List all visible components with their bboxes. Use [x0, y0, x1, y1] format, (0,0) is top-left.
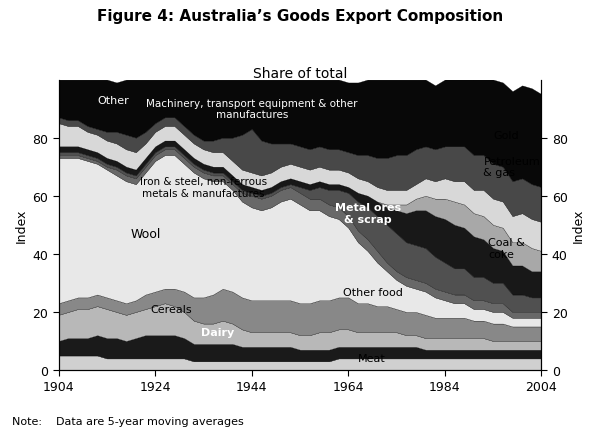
- Text: Petroleum
& gas: Petroleum & gas: [484, 157, 540, 178]
- Text: Meat: Meat: [358, 353, 386, 364]
- Text: Metal ores
& scrap: Metal ores & scrap: [335, 203, 401, 224]
- Text: Coal &
coke: Coal & coke: [488, 238, 525, 259]
- Text: Other food: Other food: [343, 287, 403, 297]
- Y-axis label: Index: Index: [15, 208, 28, 243]
- Text: Machinery, transport equipment & other
manufactures: Machinery, transport equipment & other m…: [146, 98, 358, 120]
- Text: Dairy: Dairy: [201, 328, 235, 338]
- Title: Share of total: Share of total: [253, 66, 347, 80]
- Y-axis label: Index: Index: [572, 208, 585, 243]
- Text: Gold: Gold: [493, 130, 519, 141]
- Text: Note:    Data are 5-year moving averages: Note: Data are 5-year moving averages: [12, 416, 244, 426]
- Text: Wool: Wool: [131, 227, 161, 240]
- Text: Other: Other: [97, 95, 129, 106]
- Text: Iron & steel, non-ferrous
metals & manufactures: Iron & steel, non-ferrous metals & manuf…: [140, 177, 267, 198]
- Text: Cereals: Cereals: [151, 304, 192, 314]
- Text: Figure 4: Australia’s Goods Export Composition: Figure 4: Australia’s Goods Export Compo…: [97, 9, 503, 24]
